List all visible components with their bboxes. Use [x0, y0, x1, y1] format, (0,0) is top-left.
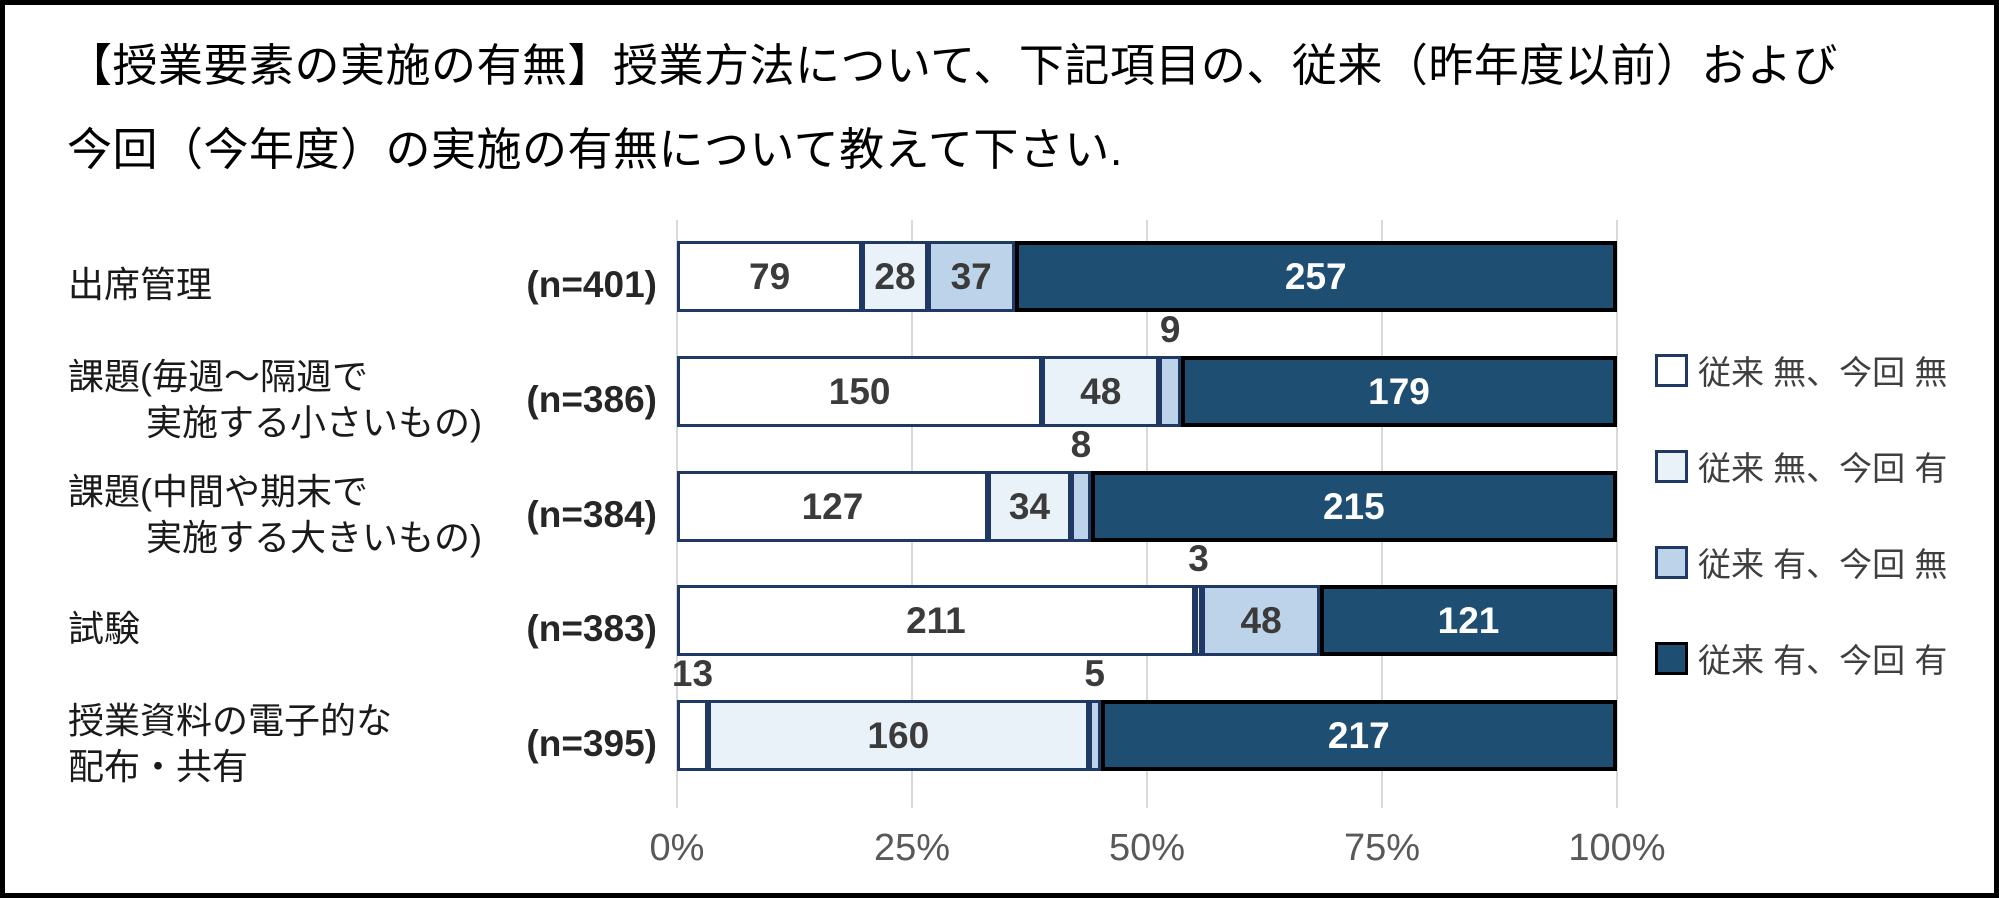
category-label: 試験 — [68, 606, 140, 652]
bar-segment-with-value: 28 — [862, 241, 928, 312]
sample-size-label: (n=383) — [526, 607, 657, 649]
x-axis-tick: 100% — [1568, 827, 1666, 869]
bar-segment-with-value: 48 — [1202, 585, 1321, 656]
legend-label: 従来 無、今回 有 — [1698, 450, 1948, 487]
x-axis-tick: 75% — [1343, 827, 1421, 869]
bar-segment-with-value: 150 — [677, 356, 1043, 427]
category-label-line: 課題(毎週～隔週で — [68, 355, 368, 397]
bar-value-label-outside: 9 — [1159, 309, 1181, 350]
sample-size-label: (n=386) — [526, 378, 657, 420]
bar-segment-with-value: 48 — [1042, 356, 1160, 427]
legend-label: 従来 無、今回 無 — [1698, 354, 1948, 391]
category-label-line: 試験 — [68, 607, 141, 649]
bar-value-label-outside: 13 — [671, 653, 714, 694]
bar-value-label-outside: 5 — [1084, 653, 1105, 694]
bar-segment-with-value: 211 — [677, 585, 1195, 656]
sample-size-label: (n=395) — [526, 722, 657, 764]
bar-segment-with-value: 217 — [1100, 700, 1617, 771]
legend-swatch — [1655, 545, 1688, 579]
bar-segment — [1194, 585, 1203, 656]
category-label-line: 実施する大きいもの) — [146, 516, 482, 558]
legend-label: 従来 有、今回 無 — [1698, 546, 1948, 583]
bar-value-label-outside: 8 — [1070, 424, 1092, 465]
legend-swatch — [1655, 641, 1688, 675]
legend-item: 従来 有、今回 有 — [1655, 634, 1947, 682]
category-label-line: 課題(中間や期末で — [68, 470, 368, 512]
sample-size-label: (n=401) — [526, 263, 657, 305]
legend-swatch — [1655, 449, 1688, 483]
bar-segment-with-value: 257 — [1014, 241, 1617, 312]
category-label-line: 出席管理 — [68, 263, 213, 305]
sample-size-label: (n=384) — [526, 493, 657, 535]
category-label-line: 授業資料の電子的な — [68, 699, 393, 741]
bar-segment-with-value: 79 — [677, 241, 863, 312]
bar-segment-with-value: 215 — [1090, 471, 1617, 542]
bar-segment-with-value: 179 — [1181, 356, 1617, 427]
x-axis-tick: 25% — [873, 827, 951, 869]
legend-item: 従来 無、今回 有 — [1655, 442, 1947, 490]
category-label: 課題(毎週～隔週で 実施する小さいもの) — [68, 354, 482, 446]
bar-segment-with-value: 160 — [707, 700, 1089, 771]
category-label-line: 実施する小さいもの) — [146, 401, 482, 443]
legend-swatch — [1655, 353, 1688, 387]
bar-segment — [677, 700, 708, 771]
category-label-line: 配布・共有 — [68, 745, 249, 787]
bar-segment — [1159, 356, 1182, 427]
bar-segment — [1088, 700, 1101, 771]
chart-title-line2: 今回（今年度）の実施の有無について教えて下さい. — [67, 124, 1123, 175]
chart-title-line1: 【授業要素の実施の有無】授業方法について、下記項目の、従来（昨年度以前）および — [67, 40, 1838, 91]
bar-segment-with-value: 37 — [927, 241, 1015, 312]
category-label: 出席管理 — [68, 262, 212, 308]
bar-value-label-outside: 3 — [1188, 538, 1209, 579]
legend-item: 従来 無、今回 無 — [1655, 346, 1947, 394]
legend-label: 従来 有、今回 有 — [1698, 642, 1948, 679]
x-axis-tick: 50% — [1108, 827, 1186, 869]
bar-segment-with-value: 127 — [677, 471, 988, 542]
bar-segment — [1071, 471, 1091, 542]
bar-segment-with-value: 34 — [987, 471, 1072, 542]
legend-item: 従来 有、今回 無 — [1655, 538, 1947, 586]
gridline — [1616, 220, 1618, 808]
category-label: 課題(中間や期末で 実施する大きいもの) — [68, 469, 482, 561]
x-axis-tick: 0% — [649, 827, 705, 869]
category-label: 授業資料の電子的な 配布・共有 — [68, 698, 392, 790]
bar-segment-with-value: 121 — [1320, 585, 1617, 656]
